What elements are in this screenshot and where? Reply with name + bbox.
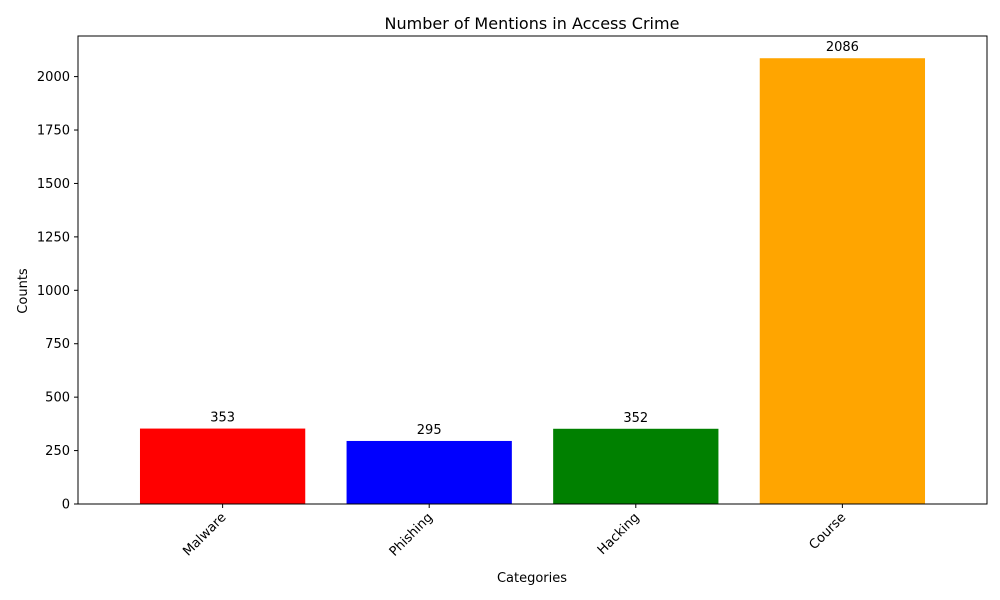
y-tick-label: 1250 (37, 230, 70, 245)
chart-title: Number of Mentions in Access Crime (385, 14, 680, 33)
x-tick-label-course: Course (807, 510, 850, 553)
plot-area: 353 295 352 2086 0 250 500 750 1000 1250 1500 1750 2… (37, 35, 988, 560)
y-tick-label: 250 (45, 444, 70, 459)
y-axis-label: Counts (16, 268, 31, 314)
data-label-malware: 353 (210, 411, 235, 426)
data-label-hacking: 352 (623, 411, 648, 426)
y-tick-label: 2000 (37, 70, 70, 85)
x-tick-label-phishing: Phishing (387, 510, 436, 559)
data-label-course: 2086 (826, 40, 859, 55)
plot-frame (77, 35, 988, 505)
bar-hacking (553, 428, 719, 504)
bar-course (759, 58, 926, 504)
y-tick-label: 0 (62, 498, 70, 513)
x-tick-label-hacking: Hacking (595, 510, 643, 558)
y-tick-label: 750 (45, 337, 70, 352)
data-label-phishing: 295 (417, 423, 442, 438)
bar-malware (139, 428, 306, 504)
y-tick-label: 1500 (37, 177, 70, 192)
x-axis-label: Categories (497, 571, 567, 586)
x-tick-label-malware: Malware (180, 510, 229, 559)
y-tick-label: 500 (45, 391, 70, 406)
bar-phishing (346, 440, 512, 504)
y-tick-label: 1750 (37, 124, 70, 139)
y-tick-label: 1000 (37, 284, 70, 299)
